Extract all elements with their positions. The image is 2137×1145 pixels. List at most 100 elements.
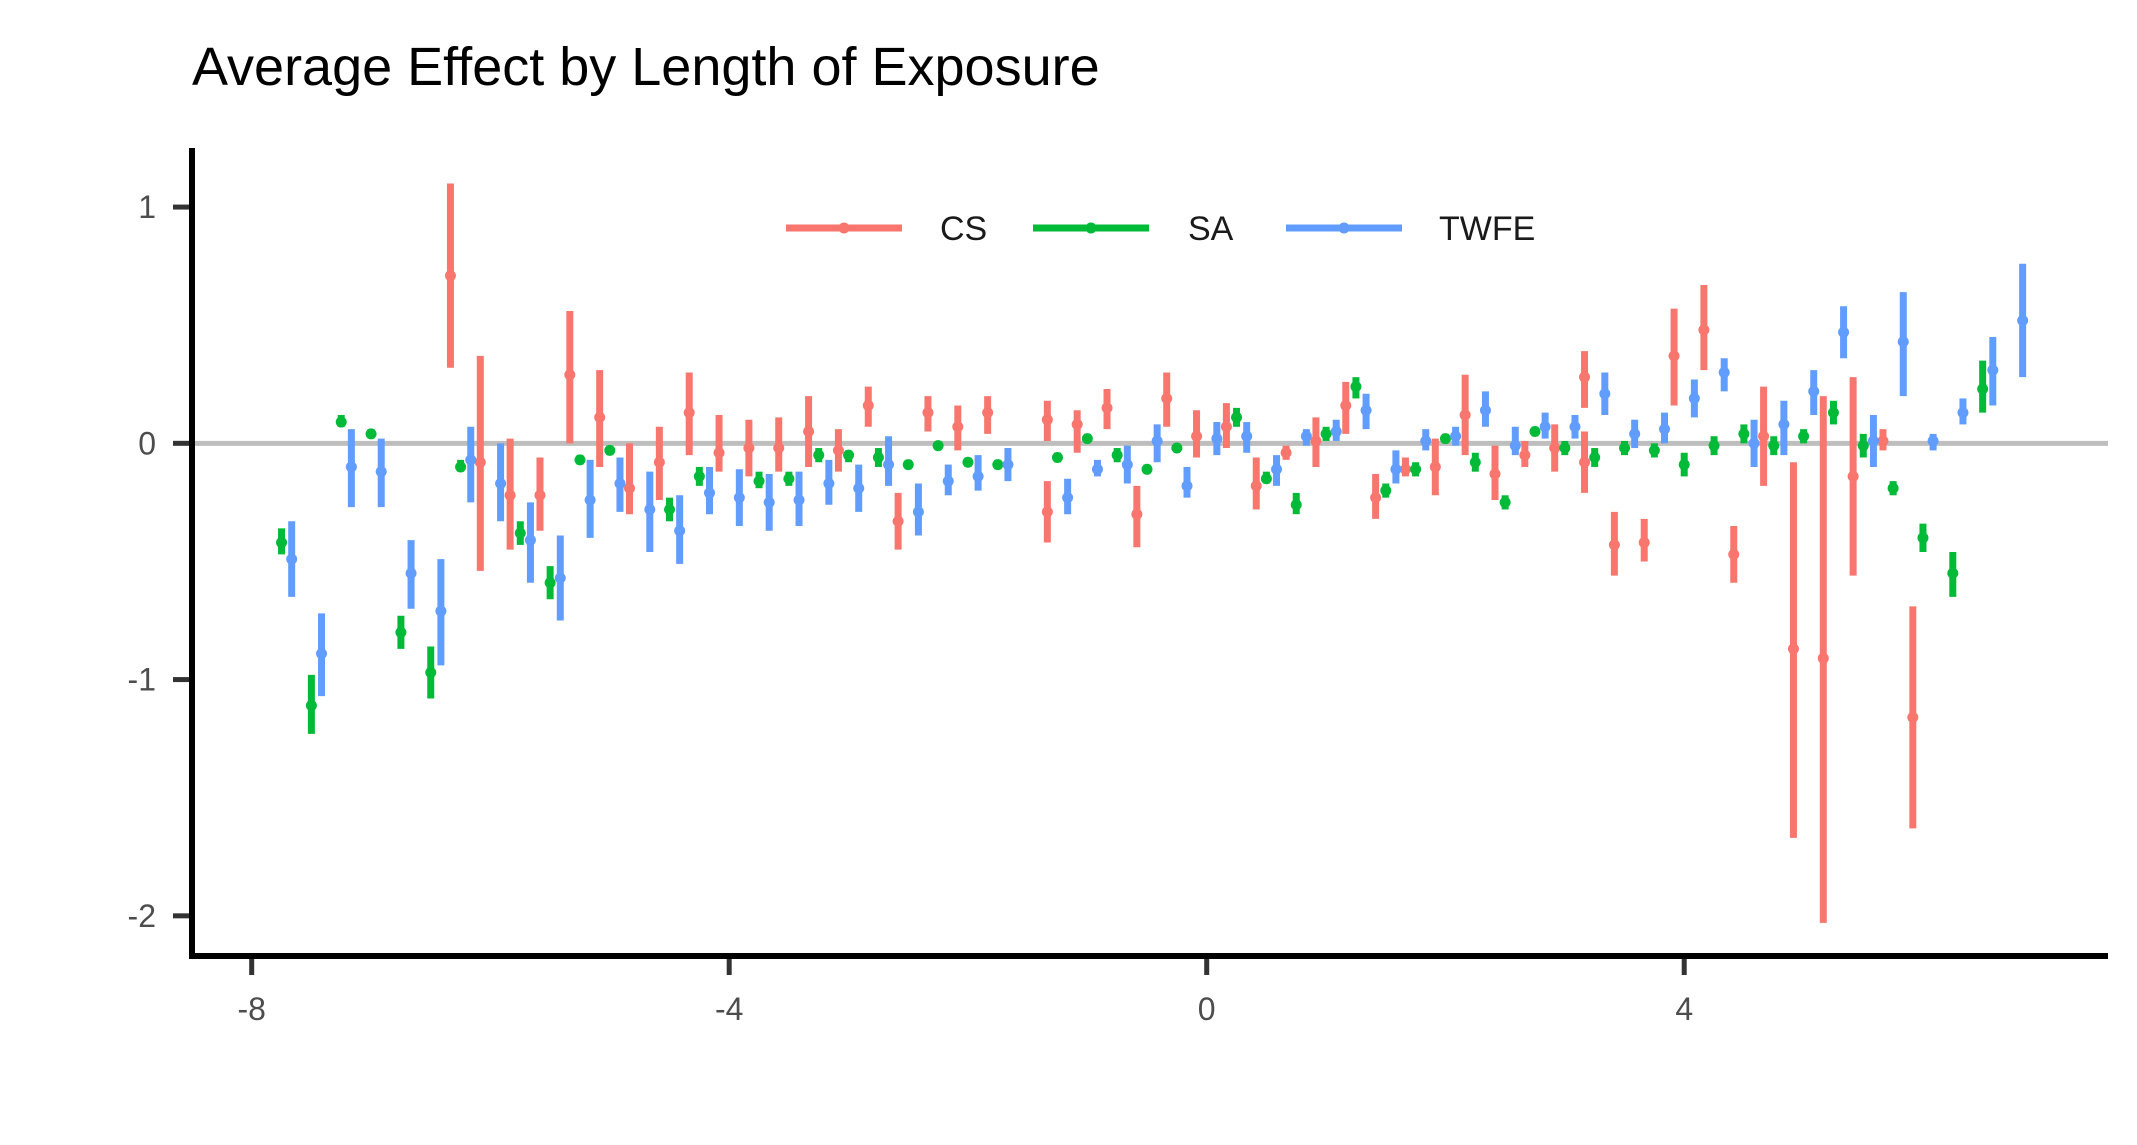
point-cs bbox=[1071, 418, 1083, 430]
point-sa bbox=[395, 626, 407, 638]
x-tick-label: 4 bbox=[1675, 991, 1693, 1027]
point-twfe bbox=[1838, 326, 1850, 338]
point-cs bbox=[1280, 447, 1292, 459]
point-twfe bbox=[1569, 421, 1581, 433]
point-cs bbox=[1817, 652, 1829, 664]
error-bars-layer bbox=[276, 183, 2029, 923]
point-sa bbox=[1589, 451, 1601, 463]
point-sa bbox=[1827, 407, 1839, 419]
point-twfe bbox=[912, 506, 924, 518]
point-cs bbox=[743, 442, 755, 454]
point-sa bbox=[1469, 456, 1481, 468]
point-twfe bbox=[942, 475, 954, 487]
point-twfe bbox=[614, 477, 626, 489]
point-sa bbox=[1380, 485, 1392, 497]
point-cs bbox=[474, 456, 486, 468]
point-sa bbox=[1559, 442, 1571, 454]
point-cs bbox=[534, 489, 546, 501]
point-sa bbox=[1141, 463, 1153, 475]
point-twfe bbox=[1002, 459, 1014, 471]
point-twfe bbox=[1330, 426, 1342, 438]
point-sa bbox=[872, 451, 884, 463]
point-sa bbox=[455, 461, 467, 473]
point-sa bbox=[1290, 499, 1302, 511]
point-sa bbox=[305, 700, 317, 712]
point-sa bbox=[992, 459, 1004, 471]
point-twfe bbox=[1957, 407, 1969, 419]
point-sa bbox=[1081, 433, 1093, 445]
point-twfe bbox=[345, 461, 357, 473]
point-twfe bbox=[2017, 314, 2029, 326]
point-twfe bbox=[316, 648, 328, 660]
point-twfe bbox=[465, 454, 477, 466]
point-twfe bbox=[435, 605, 447, 617]
point-twfe bbox=[1151, 435, 1163, 447]
point-cs bbox=[1847, 470, 1859, 482]
point-cs bbox=[713, 447, 725, 459]
point-sa bbox=[1798, 430, 1810, 442]
point-sa bbox=[1857, 440, 1869, 452]
point-sa bbox=[1350, 381, 1362, 393]
point-twfe bbox=[644, 503, 656, 515]
y-tick-label: -2 bbox=[128, 898, 156, 934]
point-twfe bbox=[405, 567, 417, 579]
point-twfe bbox=[1479, 404, 1491, 416]
point-cs bbox=[1907, 711, 1919, 723]
point-twfe bbox=[1867, 435, 1879, 447]
point-cs bbox=[773, 442, 785, 454]
axes-layer bbox=[189, 148, 2108, 959]
point-twfe bbox=[1688, 392, 1700, 404]
point-cs bbox=[1340, 400, 1352, 412]
point-sa bbox=[1738, 428, 1750, 440]
point-twfe bbox=[1718, 366, 1730, 378]
point-twfe bbox=[1927, 435, 1939, 447]
point-cs bbox=[653, 456, 665, 468]
point-sa bbox=[1111, 449, 1123, 461]
point-twfe bbox=[1420, 435, 1432, 447]
point-sa bbox=[425, 666, 437, 678]
point-sa bbox=[1529, 426, 1541, 438]
point-sa bbox=[753, 475, 765, 487]
point-sa bbox=[902, 459, 914, 471]
point-twfe bbox=[1808, 385, 1820, 397]
point-twfe bbox=[703, 487, 715, 499]
legend-label: SA bbox=[1188, 210, 1234, 248]
point-twfe bbox=[1987, 364, 1999, 376]
point-twfe bbox=[524, 534, 536, 546]
point-twfe bbox=[1091, 463, 1103, 475]
point-cs bbox=[982, 407, 994, 419]
point-cs bbox=[1459, 409, 1471, 421]
point-sa bbox=[1947, 567, 1959, 579]
point-cs bbox=[952, 421, 964, 433]
point-sa bbox=[1051, 451, 1063, 463]
legend-key-point bbox=[838, 222, 850, 234]
point-sa bbox=[365, 428, 377, 440]
point-twfe bbox=[1241, 430, 1253, 442]
point-twfe bbox=[1509, 440, 1521, 452]
point-cs bbox=[1549, 442, 1561, 454]
point-twfe bbox=[1062, 492, 1074, 504]
x-tick-label: -4 bbox=[715, 991, 743, 1027]
point-twfe bbox=[584, 494, 596, 506]
point-sa bbox=[1231, 411, 1243, 423]
point-cs bbox=[1608, 539, 1620, 551]
point-sa bbox=[514, 527, 526, 539]
point-twfe bbox=[1629, 428, 1641, 440]
legend-item-twfe: TWFE bbox=[1286, 210, 1535, 248]
point-cs bbox=[1429, 461, 1441, 473]
point-cs bbox=[1787, 643, 1799, 655]
point-twfe bbox=[1659, 423, 1671, 435]
point-cs bbox=[1519, 449, 1531, 461]
point-sa bbox=[544, 577, 556, 589]
point-twfe bbox=[674, 525, 686, 537]
point-sa bbox=[276, 537, 288, 549]
legend-label: CS bbox=[940, 210, 987, 248]
point-sa bbox=[843, 449, 855, 461]
chart-title: Average Effect by Length of Exposure bbox=[192, 37, 1100, 97]
point-cs bbox=[504, 489, 516, 501]
legend-item-cs: CS bbox=[786, 210, 987, 248]
point-sa bbox=[1708, 440, 1720, 452]
point-cs bbox=[1220, 421, 1232, 433]
point-twfe bbox=[1450, 430, 1462, 442]
point-cs bbox=[1668, 350, 1680, 362]
